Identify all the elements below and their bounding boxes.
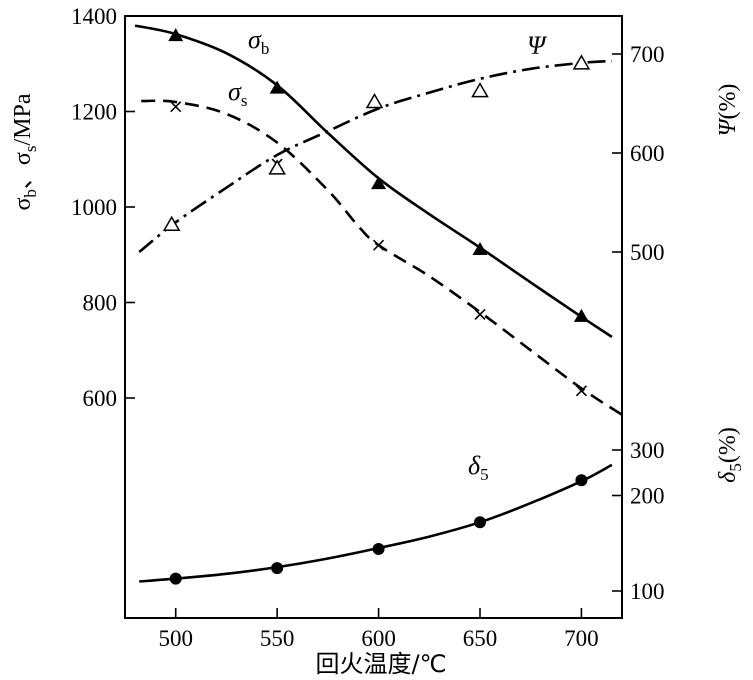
x-tick-label: 650 bbox=[463, 626, 498, 651]
y-left-axis-label-text-part: /MPa bbox=[10, 93, 36, 145]
y-right-psi-axis-label: Ψ(%) bbox=[715, 84, 741, 137]
y-right-delta-axis-label-text-part: (%) bbox=[715, 427, 741, 463]
delta5-point bbox=[372, 542, 385, 555]
delta5-label: δ5 bbox=[468, 451, 489, 484]
sigma-b-label-part: σ bbox=[248, 25, 262, 54]
x-tick-label: 500 bbox=[158, 626, 193, 651]
y-right-psi-tick-label: 600 bbox=[630, 141, 665, 166]
y-left-axis-label-text-part: σ bbox=[10, 198, 36, 211]
psi-label: Ψ bbox=[527, 31, 548, 60]
psi-point bbox=[365, 93, 384, 109]
plot-border bbox=[124, 15, 623, 619]
y-left-tick-label: 600 bbox=[83, 386, 118, 411]
sigma-s-label-part: σ bbox=[228, 77, 242, 106]
delta5-label-part: 5 bbox=[480, 465, 489, 484]
sigma-b-point bbox=[573, 308, 589, 322]
y-left-axis-label-text: σb、σs/MPa bbox=[10, 93, 40, 210]
axis-titles: 回火温度/℃σb、σs/MPa Ψ(%)δ5(%) bbox=[10, 84, 745, 678]
sigma-s-point-stroke bbox=[170, 101, 182, 113]
sigma-s-label-part: s bbox=[241, 91, 248, 110]
y-right-psi-tick-label: 700 bbox=[630, 42, 665, 67]
x-tick-label: 600 bbox=[361, 626, 396, 651]
y-left-tick-label: 1400 bbox=[71, 4, 117, 29]
y-right-delta-axis-label-text-part: δ bbox=[715, 471, 741, 483]
sigma-b-point bbox=[472, 242, 488, 256]
sigma-b-line bbox=[134, 24, 613, 338]
y-left-axis-label: σb、σs/MPa bbox=[10, 93, 40, 210]
y-right-psi-axis-label-text-part: Ψ bbox=[715, 117, 741, 136]
x-tick-label: 700 bbox=[564, 626, 599, 651]
sigma-b-point bbox=[371, 176, 387, 190]
delta5-label-part: δ bbox=[468, 451, 481, 480]
y-left-tick-label: 1200 bbox=[71, 100, 117, 125]
series-markers bbox=[162, 28, 591, 585]
y-right-delta-axis-label: δ5(%) bbox=[715, 427, 745, 483]
x-axis-label: 回火温度/℃ bbox=[315, 650, 446, 678]
y-right-delta-tick-label: 200 bbox=[630, 484, 665, 509]
psi-point bbox=[268, 159, 286, 175]
series-curves bbox=[134, 24, 623, 583]
delta5-point bbox=[575, 474, 588, 487]
sigma-s-point bbox=[170, 101, 182, 113]
psi-point bbox=[471, 82, 489, 98]
y-left-axis-label-text-part: s bbox=[21, 146, 40, 153]
delta5-point bbox=[271, 562, 284, 575]
sigma-b-label-part: b bbox=[261, 39, 270, 58]
y-right-delta-axis-label-text-part: 5 bbox=[726, 463, 745, 472]
y-left-axis-label-text-part: 、σ bbox=[10, 152, 36, 189]
sigma-s-point bbox=[373, 239, 385, 251]
y-right-psi-tick-label: 500 bbox=[630, 240, 665, 265]
y-right-delta-tick-label: 100 bbox=[630, 579, 665, 604]
psi-point bbox=[572, 54, 591, 70]
y-right-psi-axis-label-text: Ψ(%) bbox=[715, 84, 741, 137]
delta5-point bbox=[474, 516, 486, 529]
sigma-b-point bbox=[168, 28, 184, 42]
y-right-delta-axis-label-text: δ5(%) bbox=[715, 427, 745, 483]
sigma-s-label: σs bbox=[228, 77, 247, 110]
x-tick-label: 550 bbox=[260, 626, 295, 651]
sigma-s-point-stroke bbox=[575, 385, 587, 397]
psi-label-part: Ψ bbox=[527, 31, 548, 60]
y-left-tick-label: 1000 bbox=[71, 195, 117, 220]
delta5-point bbox=[169, 572, 182, 585]
sigma-s-point bbox=[575, 385, 587, 397]
psi-point bbox=[162, 215, 181, 232]
delta5-line bbox=[139, 463, 613, 583]
psi-line bbox=[138, 59, 613, 254]
sigma-b-label: σb bbox=[248, 25, 269, 58]
sigma-s-point bbox=[474, 308, 486, 321]
y-left-tick-label: 800 bbox=[83, 291, 118, 316]
y-left-axis-label-text-part: b bbox=[21, 189, 40, 198]
sigma-s-point-stroke bbox=[373, 239, 385, 251]
y-right-psi-tick-label: 300 bbox=[630, 438, 665, 463]
sigma-s-line bbox=[141, 99, 623, 416]
sigma-b-point bbox=[269, 80, 285, 94]
sigma-s-point-stroke bbox=[474, 308, 486, 321]
axis-ticks: 500 550 600 650 700 600 800 1000 1200 1400 300 500 6… bbox=[71, 4, 665, 651]
y-right-psi-axis-label-text-part: (%) bbox=[715, 84, 741, 120]
plot-frame bbox=[124, 15, 623, 619]
